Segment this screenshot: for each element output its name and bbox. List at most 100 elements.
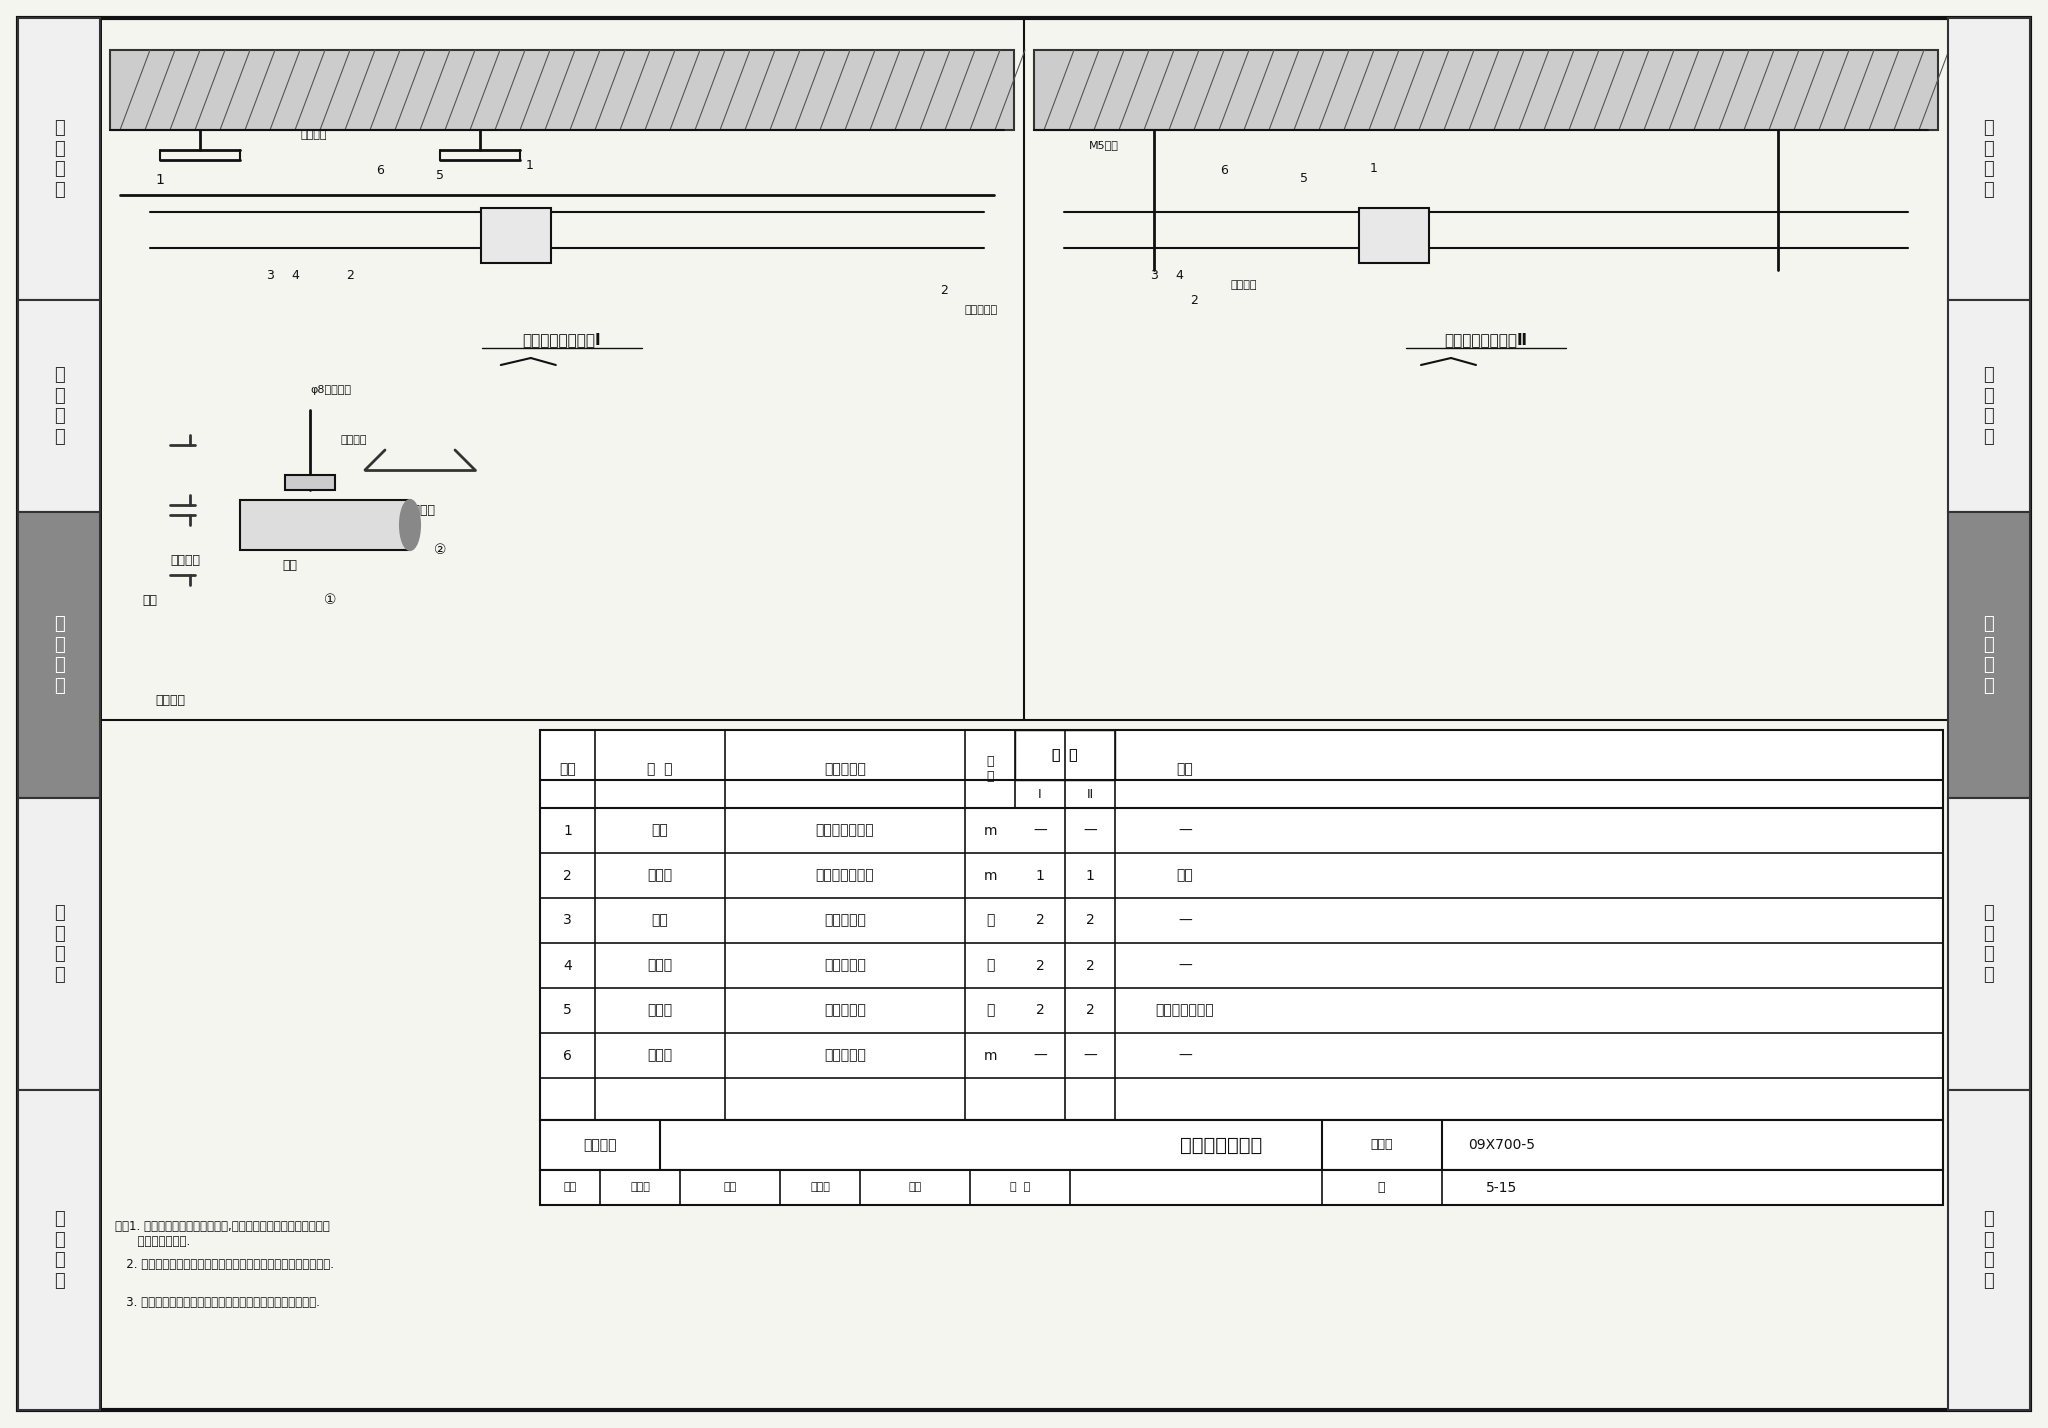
Text: 机
房
工
程: 机 房 工 程 (1985, 119, 1995, 198)
Text: 陶  纯: 陶 纯 (1010, 1182, 1030, 1192)
Text: 接地夹: 接地夹 (647, 1004, 672, 1018)
Text: 2: 2 (346, 268, 354, 281)
Text: 图集号: 图集号 (1370, 1138, 1393, 1151)
Text: —: — (1178, 1048, 1192, 1062)
Text: 钢管吊钩: 钢管吊钩 (170, 554, 201, 567)
Text: 3. 除薄壁电线管外其余钢导管的跨接地线可采用焊接的方法.: 3. 除薄壁电线管外其余钢导管的跨接地线可采用焊接的方法. (115, 1297, 319, 1309)
Text: —: — (1032, 1048, 1047, 1062)
Text: 数  量: 数 量 (1053, 748, 1077, 763)
Text: 缆
线
敷
设: 缆 线 敷 设 (1985, 615, 1995, 695)
Bar (18, 19, 100, 1409)
Text: 圆形抱卡: 圆形抱卡 (406, 504, 434, 517)
Text: 设
备
安
装: 设 备 安 装 (53, 904, 63, 984)
Text: 2: 2 (1036, 1004, 1044, 1018)
Bar (541, 730, 1944, 1120)
Text: —: — (1178, 914, 1192, 928)
Text: —: — (1083, 824, 1098, 837)
Text: 页: 页 (1378, 1181, 1384, 1194)
Text: 1: 1 (156, 173, 164, 187)
Bar (481, 207, 551, 263)
Text: —: — (1178, 824, 1192, 837)
Text: 与管子配合: 与管子配合 (823, 914, 866, 928)
Text: 设
备
安
装: 设 备 安 装 (1985, 904, 1995, 984)
Text: 1: 1 (1370, 161, 1378, 174)
Text: 2: 2 (1190, 294, 1198, 307)
Text: 接线盒: 接线盒 (647, 868, 672, 883)
Bar (541, 1170, 1944, 1205)
Text: 2. 采用紧定式钢导管或扣压式钢导管入盒接头应采用相应的附件.: 2. 采用紧定式钢导管或扣压式钢导管入盒接头应采用相应的附件. (115, 1258, 334, 1271)
Text: 张肥生: 张肥生 (631, 1182, 649, 1192)
Text: ②: ② (434, 543, 446, 557)
Bar (1948, 798, 2030, 1090)
Text: 3: 3 (1151, 268, 1157, 281)
Text: 机
房
工
程: 机 房 工 程 (53, 119, 63, 198)
Text: Ⅱ: Ⅱ (1087, 787, 1094, 801)
Text: 09X700-5: 09X700-5 (1468, 1138, 1536, 1152)
Text: M5螺钉: M5螺钉 (1090, 140, 1118, 150)
Text: 备注: 备注 (1178, 763, 1194, 775)
Text: 吊顶内龙骨上敷设Ⅰ: 吊顶内龙骨上敷设Ⅰ (522, 333, 602, 347)
Text: 审核: 审核 (563, 1182, 578, 1192)
Text: 李兴能: 李兴能 (811, 1182, 829, 1192)
Text: 缆线敷设: 缆线敷设 (584, 1138, 616, 1152)
Ellipse shape (399, 500, 420, 550)
Text: Ⅰ: Ⅰ (1038, 787, 1042, 801)
Text: 2: 2 (1085, 914, 1094, 928)
Text: 钢管吊钩: 钢管吊钩 (340, 436, 367, 446)
Text: 校对: 校对 (723, 1182, 737, 1192)
Text: 3: 3 (563, 914, 571, 928)
Text: 与管子配合: 与管子配合 (823, 958, 866, 972)
Text: 1: 1 (1085, 868, 1094, 883)
Bar (1948, 513, 2030, 798)
Text: 1: 1 (526, 159, 535, 171)
Bar (18, 1090, 100, 1409)
Text: 个: 个 (985, 914, 993, 928)
Text: 吊顶内吊杆上敷设Ⅱ: 吊顶内吊杆上敷设Ⅱ (1444, 333, 1528, 347)
Text: 4: 4 (563, 958, 571, 972)
Text: 2: 2 (1036, 914, 1044, 928)
Text: 与管子配合: 与管子配合 (823, 1004, 866, 1018)
Text: 4: 4 (291, 268, 299, 281)
Text: 1: 1 (563, 824, 571, 837)
Text: 按规定选用: 按规定选用 (823, 1048, 866, 1062)
Text: 内舌: 内舌 (143, 594, 158, 607)
Text: 市售: 市售 (1178, 868, 1194, 883)
Text: 1: 1 (1036, 868, 1044, 883)
Bar (541, 1120, 1944, 1170)
Text: 由工程设计确定: 由工程设计确定 (815, 868, 874, 883)
Bar (111, 50, 1014, 130)
Bar (1034, 50, 1937, 130)
Text: 钢管吊顶内敷设: 钢管吊顶内敷设 (1180, 1135, 1264, 1154)
Text: 4: 4 (1176, 268, 1184, 281)
Text: 2: 2 (1085, 958, 1094, 972)
Text: 圆形抱卡: 圆形抱卡 (1231, 280, 1257, 290)
Text: 缆
线
敷
设: 缆 线 敷 设 (53, 615, 63, 695)
Bar (18, 513, 100, 798)
Text: 钢管: 钢管 (283, 558, 297, 571)
Bar (1016, 730, 1114, 780)
Bar (1948, 1090, 2030, 1409)
Text: —: — (1032, 824, 1047, 837)
Text: 3: 3 (266, 268, 274, 281)
Text: 5: 5 (1300, 171, 1309, 184)
Bar (1358, 207, 1430, 263)
Text: m: m (983, 868, 997, 883)
Text: 固定用龙骨: 固定用龙骨 (965, 306, 997, 316)
Text: 6: 6 (377, 163, 383, 177)
Text: m: m (983, 1048, 997, 1062)
Text: 2: 2 (563, 868, 571, 883)
Text: 接地线: 接地线 (647, 1048, 672, 1062)
Bar (18, 300, 100, 513)
Text: 自攻螺钉: 自攻螺钉 (299, 130, 326, 140)
Text: m: m (983, 824, 997, 837)
Text: 2: 2 (940, 284, 948, 297)
Text: 5: 5 (563, 1004, 571, 1018)
Text: 由工程设计确定: 由工程设计确定 (815, 824, 874, 837)
Bar (1948, 19, 2030, 300)
Text: 编号: 编号 (559, 763, 575, 775)
Bar (285, 476, 336, 490)
Text: 钢管: 钢管 (651, 824, 668, 837)
Text: 数  量: 数 量 (1053, 748, 1077, 763)
Text: 供
电
电
源: 供 电 电 源 (53, 366, 63, 446)
Text: 型号及规格: 型号及规格 (823, 763, 866, 775)
